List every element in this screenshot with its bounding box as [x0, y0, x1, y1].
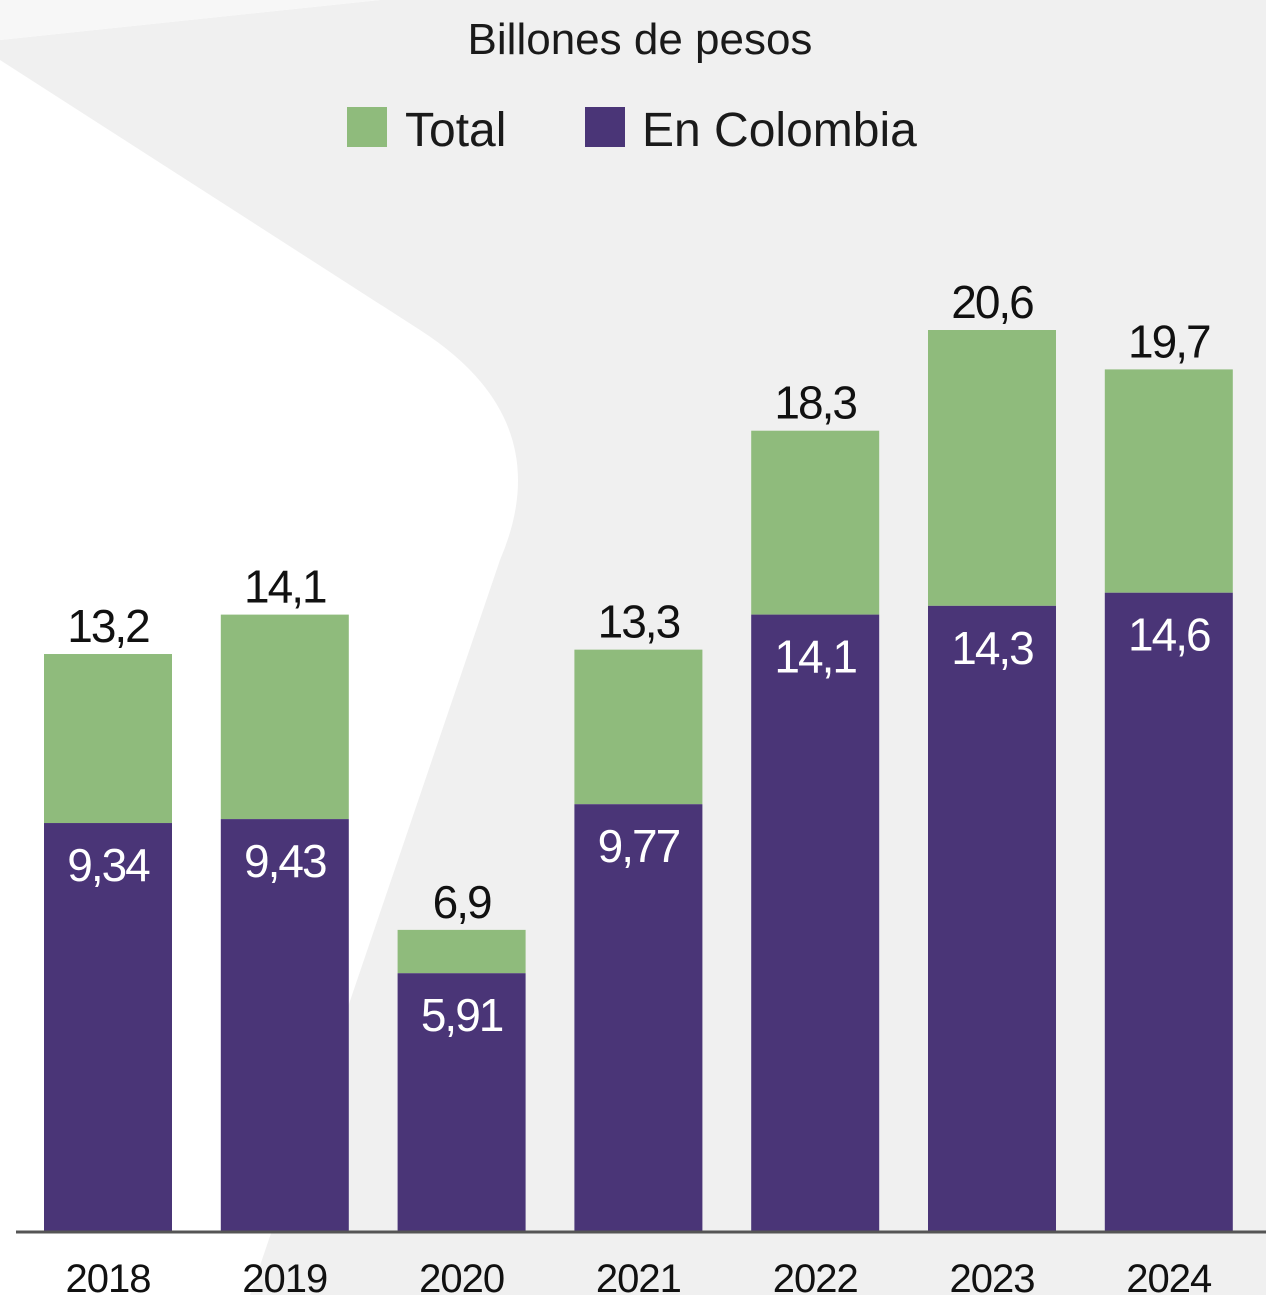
x-tick-label-2023: 2023: [950, 1257, 1035, 1295]
legend-colombia-swatch: [585, 107, 625, 147]
x-tick-label-2021: 2021: [596, 1257, 681, 1295]
value-labels-group: 13,2 9,34 14,1 9,43 6,9 5,91 13,3 9,77 18,3 14,1 2…: [67, 276, 1212, 1041]
total-value-label-2023: 20,6: [951, 276, 1033, 328]
x-tick-label-2020: 2020: [419, 1257, 504, 1295]
bar-total-2022: [751, 430, 880, 615]
bar-total-2019: [220, 614, 349, 820]
legend-total-label: Total: [405, 104, 506, 157]
total-value-label-2024: 19,7: [1128, 315, 1210, 367]
bar-colombia-2019: [220, 819, 349, 1232]
bar-total-2024: [1104, 369, 1233, 593]
bar-total-2018: [44, 654, 172, 824]
colombia-value-label-2020: 5,91: [421, 989, 503, 1041]
total-value-label-2018: 13,2: [67, 600, 149, 652]
bars-group: [44, 330, 1233, 1232]
total-value-label-2021: 13,3: [598, 596, 680, 648]
colombia-value-label-2022: 14,1: [774, 631, 856, 683]
bar-colombia-2020: [397, 973, 526, 1232]
bar-total-2020: [397, 929, 526, 974]
colombia-value-label-2024: 14,6: [1128, 609, 1210, 661]
x-axis-ticks: 2018 2019 2020 2021 2022 2023 2024: [66, 1257, 1214, 1295]
bar-colombia-2018: [44, 823, 172, 1232]
colombia-value-label-2023: 14,3: [951, 622, 1033, 674]
bar-colombia-2021: [574, 804, 703, 1232]
total-value-label-2019: 14,1: [244, 561, 326, 613]
x-tick-label-2022: 2022: [773, 1257, 858, 1295]
bar-total-2021: [574, 649, 703, 805]
total-value-label-2022: 18,3: [774, 377, 856, 429]
bar-colombia-2023: [928, 605, 1056, 1232]
total-value-label-2020: 6,9: [433, 876, 491, 928]
chart-title: Billones de pesos: [468, 15, 813, 64]
x-tick-label-2019: 2019: [242, 1257, 327, 1295]
bar-colombia-2022: [751, 614, 880, 1232]
x-tick-label-2018: 2018: [66, 1257, 151, 1295]
legend: Total En Colombia: [347, 104, 917, 157]
legend-colombia-label: En Colombia: [642, 104, 917, 157]
x-tick-label-2024: 2024: [1126, 1257, 1212, 1295]
legend-total-swatch: [347, 107, 387, 147]
colombia-value-label-2019: 9,43: [244, 835, 326, 887]
colombia-value-label-2021: 9,77: [598, 820, 680, 872]
bar-total-2023: [928, 330, 1056, 606]
colombia-value-label-2018: 9,34: [67, 839, 150, 891]
bar-colombia-2024: [1104, 592, 1233, 1232]
